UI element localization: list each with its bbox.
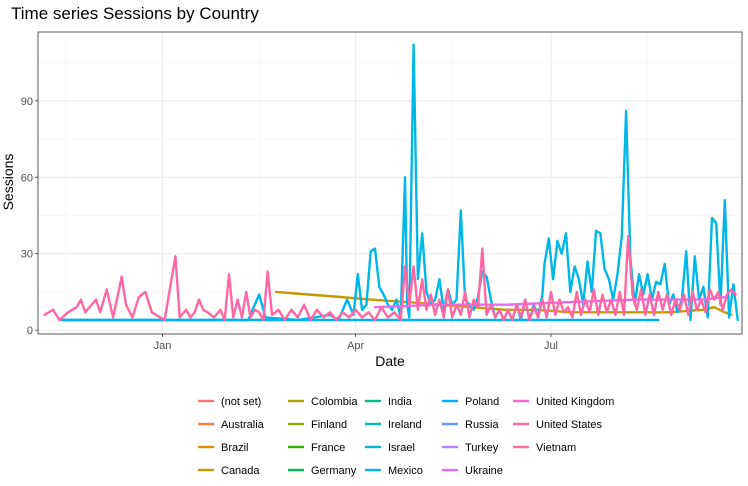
legend-item-poland: Poland (442, 396, 499, 408)
legend-item-mexico: Mexico (365, 465, 423, 477)
legend-item-united-kingdom: United Kingdom (513, 396, 614, 408)
legend-label: Ukraine (465, 465, 503, 477)
legend-item-brazil: Brazil (198, 442, 249, 454)
legend-label: Mexico (388, 465, 423, 477)
legend: (not set) Australia Brazil Canada Colombia Fi… (198, 396, 614, 477)
y-tick-label: 90 (21, 96, 33, 108)
legend-item-germany: Germany (288, 465, 357, 477)
legend-item-ukraine: Ukraine (442, 465, 503, 477)
panel-border-rect (37, 31, 743, 335)
legend-label: United States (536, 419, 603, 431)
x-tick-label: Apr (347, 340, 364, 352)
legend-label: Germany (311, 465, 357, 477)
legend-label: Brazil (221, 442, 249, 454)
x-axis: Jan Apr Jul (154, 334, 558, 352)
y-axis: 0 30 60 90 (21, 96, 38, 337)
legend-label: Colombia (311, 396, 358, 408)
legend-item-turkey: Turkey (442, 442, 499, 454)
series-line-united-states (43, 234, 737, 322)
legend-label: United Kingdom (536, 396, 614, 408)
legend-item-finland: Finland (288, 419, 347, 431)
legend-label: Australia (221, 419, 265, 431)
legend-item-india: India (365, 396, 413, 408)
legend-label: France (311, 442, 345, 454)
x-axis-title: Date (375, 353, 405, 369)
legend-label: Finland (311, 419, 347, 431)
chart-title: Time series Sessions by Country (11, 4, 259, 23)
legend-item-france: France (288, 442, 345, 454)
legend-item-ireland: Ireland (365, 419, 422, 431)
legend-label: Russia (465, 419, 500, 431)
legend-label: Vietnam (536, 442, 576, 454)
x-tick-label: Jul (544, 340, 558, 352)
legend-item-vietnam: Vietnam (513, 442, 576, 454)
legend-item-colombia: Colombia (288, 396, 358, 408)
legend-label: (not set) (221, 396, 261, 408)
legend-label: Canada (221, 465, 260, 477)
y-tick-label: 30 (21, 249, 33, 261)
x-tick-label: Jan (154, 340, 172, 352)
legend-label: Israel (388, 442, 415, 454)
legend-item-israel: Israel (365, 442, 415, 454)
series-lines (43, 43, 739, 322)
gridlines (38, 32, 742, 334)
legend-label: India (388, 396, 413, 408)
legend-item-canada: Canada (198, 465, 260, 477)
plot-border (37, 31, 743, 335)
y-tick-label: 0 (27, 325, 33, 337)
legend-item-russia: Russia (442, 419, 500, 431)
y-axis-title: Sessions (0, 154, 16, 211)
legend-label: Poland (465, 396, 499, 408)
legend-item-united-states: United States (513, 419, 603, 431)
y-tick-label: 60 (21, 172, 33, 184)
legend-item-australia: Australia (198, 419, 265, 431)
legend-item-not-set: (not set) (198, 396, 261, 408)
legend-label: Turkey (465, 442, 499, 454)
legend-label: Ireland (388, 419, 422, 431)
